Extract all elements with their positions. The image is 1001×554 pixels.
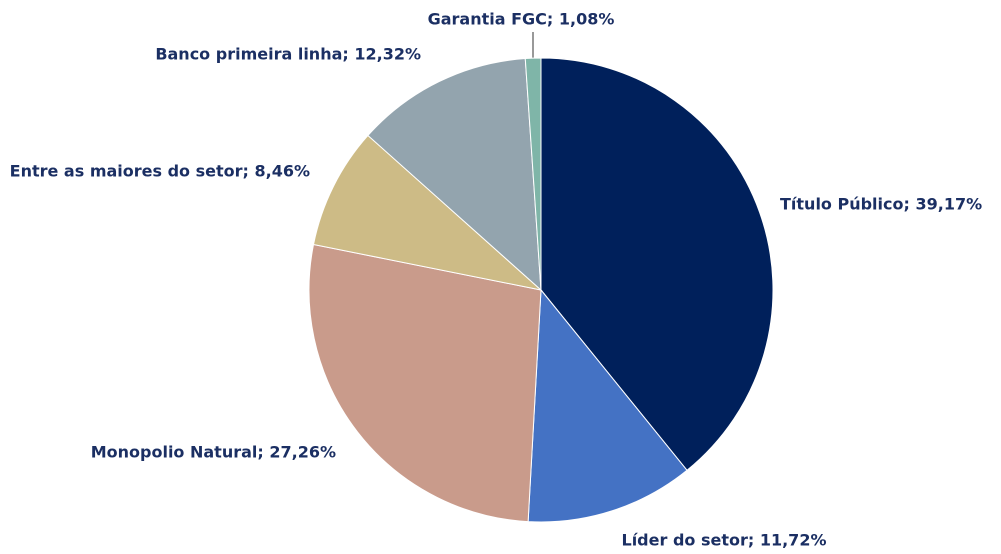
pie-slice: [312, 134, 543, 291]
slice-label: Garantia FGC; 1,08%: [428, 10, 615, 29]
pie-slice: [367, 58, 542, 292]
pie-slice: [308, 243, 542, 523]
pie-slice: [524, 57, 542, 291]
slice-label: Título Público; 39,17%: [780, 195, 982, 214]
slice-label: Líder do setor; 11,72%: [622, 531, 827, 550]
pie-slice: [540, 57, 774, 471]
slice-label: Entre as maiores do setor; 8,46%: [10, 162, 310, 181]
slice-label: Banco primeira linha; 12,32%: [155, 45, 421, 64]
slice-label: Monopolio Natural; 27,26%: [91, 443, 336, 462]
pie-slice: [527, 288, 688, 523]
